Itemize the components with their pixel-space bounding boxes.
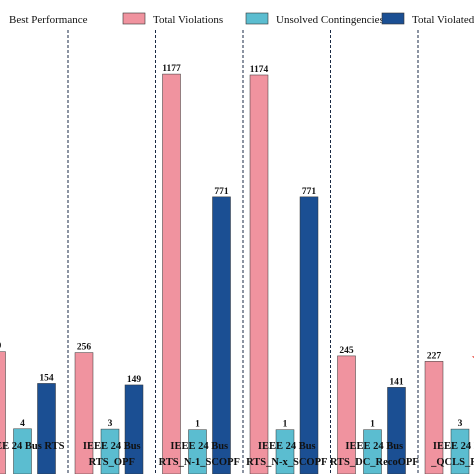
data-label: 1 [283,420,288,430]
data-label: 4 [20,419,25,429]
legend-total-violated-contingencies-label: Total Violated Contingencies [412,14,474,26]
bar [100,428,120,474]
legend-swatch-total-violations [122,12,146,25]
category-label: RTS_DC_RecoOPF [330,457,419,468]
bar [212,196,231,474]
legend-unsolved-contingencies-label: Unsolved Contingencies [276,14,384,26]
bar [387,387,406,474]
data-label: 154 [39,373,54,383]
group-separators [67,30,419,474]
category-label: _QCLS_Reco [430,457,474,468]
bar [0,351,6,474]
data-label: 771 [302,187,317,197]
data-label: 245 [339,346,354,356]
legend-best-performance-label: Best Performance [9,14,88,26]
bar [74,352,94,474]
data-label: 771 [214,187,229,197]
data-label: 3 [108,419,113,429]
category-labels: IEEE 24 Bus RTS IEEE 24 Bus RTS_OPF IEEE 24… [0,441,474,468]
bar [124,384,144,474]
bar [162,73,181,474]
category-label: IEEE 24 Bus [258,441,316,452]
bar [363,429,382,474]
category-label: RTS_N-1_SCOPF [159,457,240,468]
bar [13,428,32,474]
data-label: 1177 [162,64,181,74]
legend-total-violations-label: Total Violations [153,14,223,26]
legend-swatch-unsolved-contingencies [245,12,269,25]
data-label: 3 [458,419,463,429]
bar [299,196,319,474]
best-performance-star-icon [471,356,474,359]
category-label: IEEE 24 Bus RTS [0,441,65,452]
bar [188,429,207,474]
bar [450,428,470,474]
category-label: IEEE 24 Bus [83,441,141,452]
bars [0,73,470,474]
bar [249,74,269,474]
data-label: 59 [0,342,2,352]
category-label: IEEE 24 Bus [433,441,474,452]
category-label: RTS_N-x_SCOPF [246,457,327,468]
category-label: IEEE 24 Bus [170,441,228,452]
category-label: IEEE 24 Bus [345,441,403,452]
data-label: 256 [77,343,92,353]
legend: Best Performance Total Violations Unsolv… [9,12,474,26]
data-label: 1174 [250,65,269,75]
data-label: 141 [389,377,404,387]
data-label: 1 [195,420,200,430]
bar [37,383,56,474]
legend-swatch-total-violated-contingencies [381,12,405,25]
data-label: 1 [370,420,375,430]
data-label: 149 [127,375,142,385]
data-label: 227 [427,351,442,361]
category-label: RTS_OPF [89,457,135,468]
value-labels: 59 4 154 256 3 149 1177 1 771 1174 1 771 245 1 141 227 3 [0,64,463,430]
bar [275,429,295,474]
